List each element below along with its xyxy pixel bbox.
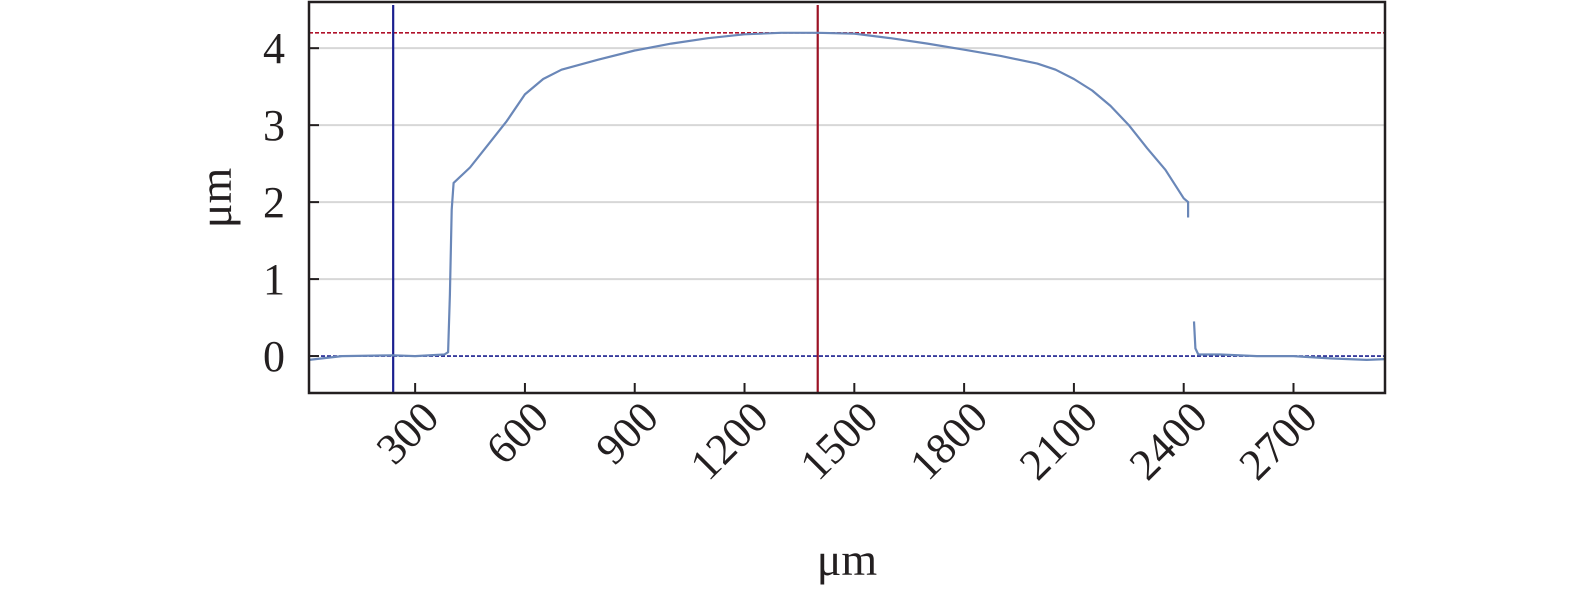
x-tick-label-2400: 2400 bbox=[1120, 392, 1217, 489]
x-tick-label-300: 300 bbox=[367, 392, 448, 473]
y-axis-title: μm bbox=[190, 168, 241, 229]
x-tick-label-1200: 1200 bbox=[681, 392, 778, 489]
x-tick-label-1800: 1800 bbox=[900, 392, 997, 489]
x-axis-title: μm bbox=[817, 534, 878, 585]
x-tick-label-600: 600 bbox=[477, 392, 558, 473]
x-tick-label-900: 900 bbox=[586, 392, 667, 473]
series-segment-0-0 bbox=[308, 31, 1190, 361]
series-segment-0-1 bbox=[1192, 321, 1386, 361]
reference-lines bbox=[309, 5, 1385, 393]
x-tick-label-2100: 2100 bbox=[1010, 392, 1107, 489]
y-tick-label-1: 1 bbox=[263, 255, 285, 304]
axis-ticks: 300 600 900 1200 1500 1800 2100 2400 2700 0 1 2 3 4 bbox=[263, 24, 1327, 489]
x-tick-label-1500: 1500 bbox=[791, 392, 888, 489]
y-tick-label-3: 3 bbox=[263, 101, 285, 150]
y-tick-label-2: 2 bbox=[263, 178, 285, 227]
y-tick-label-0: 0 bbox=[263, 332, 285, 381]
plot-frame bbox=[307, 0, 1387, 395]
gridlines bbox=[309, 47, 1385, 281]
y-tick-label-4: 4 bbox=[263, 24, 285, 73]
profile-series bbox=[308, 31, 1386, 361]
x-tick-label-2700: 2700 bbox=[1230, 392, 1327, 489]
